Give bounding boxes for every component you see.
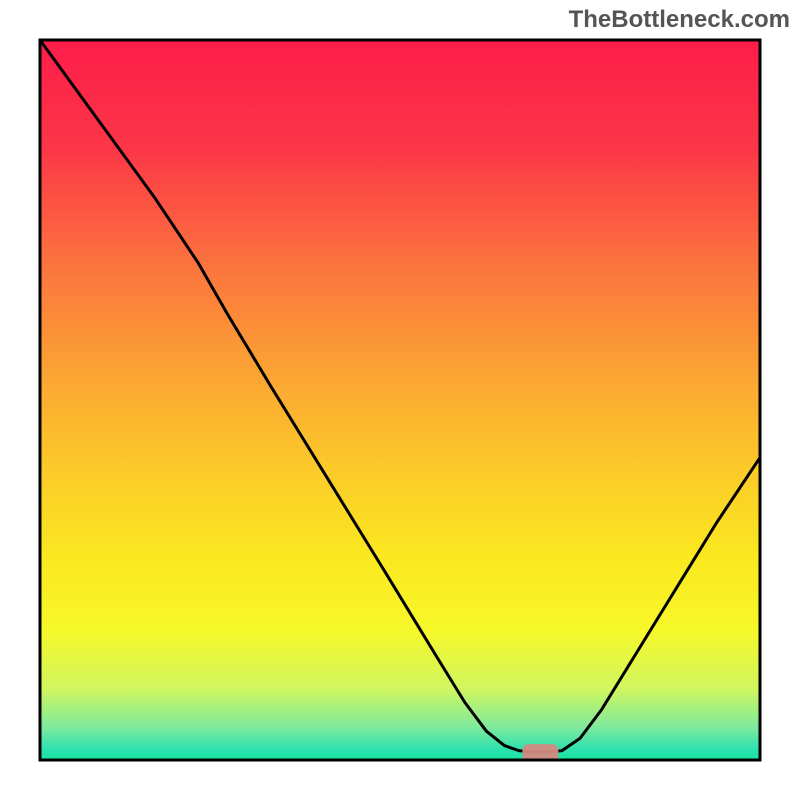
watermark-text: TheBottleneck.com xyxy=(569,6,790,34)
gradient-background xyxy=(40,40,760,760)
bottleneck-chart xyxy=(0,0,800,800)
